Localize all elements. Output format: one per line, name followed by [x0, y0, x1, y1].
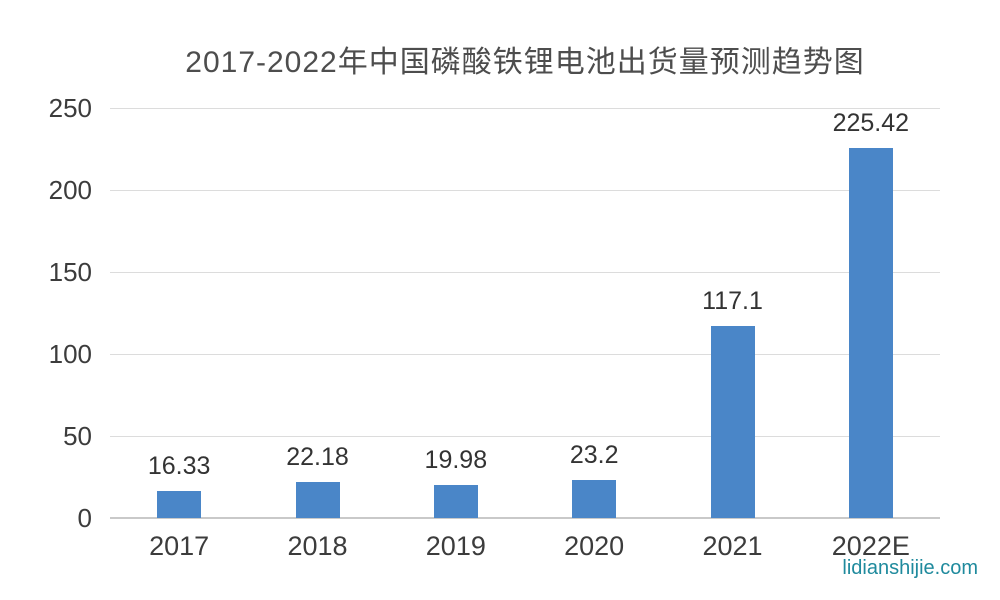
bar-value-label: 16.33	[147, 452, 211, 481]
gridline	[110, 272, 940, 273]
bar-value-label: 22.18	[286, 442, 349, 471]
gridline	[110, 436, 940, 437]
x-axis-tick-label: 2018	[287, 531, 348, 561]
gridline	[110, 108, 940, 109]
y-axis-tick-label: 250	[48, 93, 92, 123]
y-axis-tick-label: 150	[48, 257, 92, 287]
x-axis-tick-label: 2017	[149, 531, 210, 561]
y-axis-tick-label: 100	[48, 339, 92, 369]
x-axis-baseline	[110, 517, 940, 519]
bar-value-label: 19.98	[424, 446, 488, 475]
x-axis-tick-label: 2022E	[831, 531, 910, 561]
bar	[710, 325, 755, 518]
bar	[433, 485, 478, 518]
bar	[572, 479, 617, 518]
x-axis-tick-label: 2021	[702, 531, 763, 561]
gridline	[110, 190, 940, 191]
y-axis-tick-label: 200	[48, 175, 92, 205]
chart-title: 2017-2022年中国磷酸铁锂电池出货量预测趋势图	[185, 46, 865, 79]
y-axis-tick-label: 50	[63, 421, 92, 451]
bar	[157, 491, 202, 518]
watermark: lidianshijie.com	[842, 557, 978, 579]
bar-value-label: 117.1	[702, 286, 763, 315]
bar	[848, 148, 893, 518]
bar	[295, 481, 340, 518]
x-axis-tick-label: 2019	[425, 531, 486, 561]
x-axis-tick-label: 2020	[564, 531, 625, 561]
y-axis-tick-label: 0	[77, 503, 92, 533]
bar-value-label: 225.42	[832, 109, 910, 138]
bar-value-label: 23.2	[569, 440, 619, 469]
gridline	[110, 354, 940, 355]
